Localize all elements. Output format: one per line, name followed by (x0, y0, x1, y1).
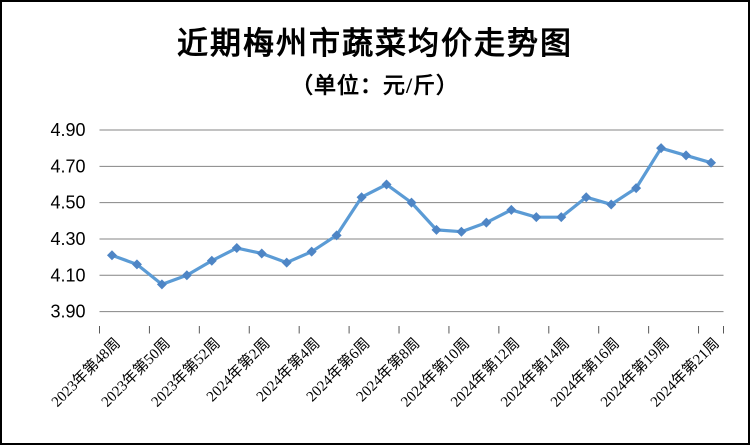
data-point-marker (481, 217, 492, 228)
data-point-marker (531, 212, 542, 223)
data-point-marker (506, 204, 517, 215)
data-point-marker (231, 243, 242, 254)
y-tick-label: 4.90 (50, 120, 85, 140)
y-tick-label: 3.90 (50, 302, 85, 322)
y-tick-label: 4.30 (50, 229, 85, 249)
data-point-marker (281, 257, 292, 268)
data-point-marker (181, 270, 192, 281)
price-line (110, 146, 713, 286)
data-point-marker (406, 197, 417, 208)
data-point-marker (356, 192, 367, 203)
data-point-marker (156, 279, 167, 290)
data-point-marker (306, 246, 317, 257)
y-tick-label: 4.70 (50, 156, 85, 176)
data-point-marker (706, 157, 717, 168)
data-point-marker (256, 248, 267, 259)
data-point-marker (681, 150, 692, 161)
data-point-marker (381, 179, 392, 190)
data-point-marker (631, 183, 642, 194)
y-tick-label: 4.10 (50, 265, 85, 285)
data-point-marker (581, 192, 592, 203)
data-point-marker (556, 212, 567, 223)
data-point-marker (106, 250, 117, 261)
chart-subtitle: （单位：元/斤） (290, 73, 460, 98)
data-point-marker (131, 259, 142, 270)
data-point-marker (606, 199, 617, 210)
y-tick-label: 4.50 (50, 193, 85, 213)
data-point-marker (431, 224, 442, 235)
chart-title: 近期梅州市蔬菜均价走势图 (177, 26, 573, 61)
data-point-marker (331, 230, 342, 241)
data-point-marker (656, 143, 667, 154)
data-point-marker (206, 255, 217, 266)
data-point-marker (456, 226, 467, 237)
